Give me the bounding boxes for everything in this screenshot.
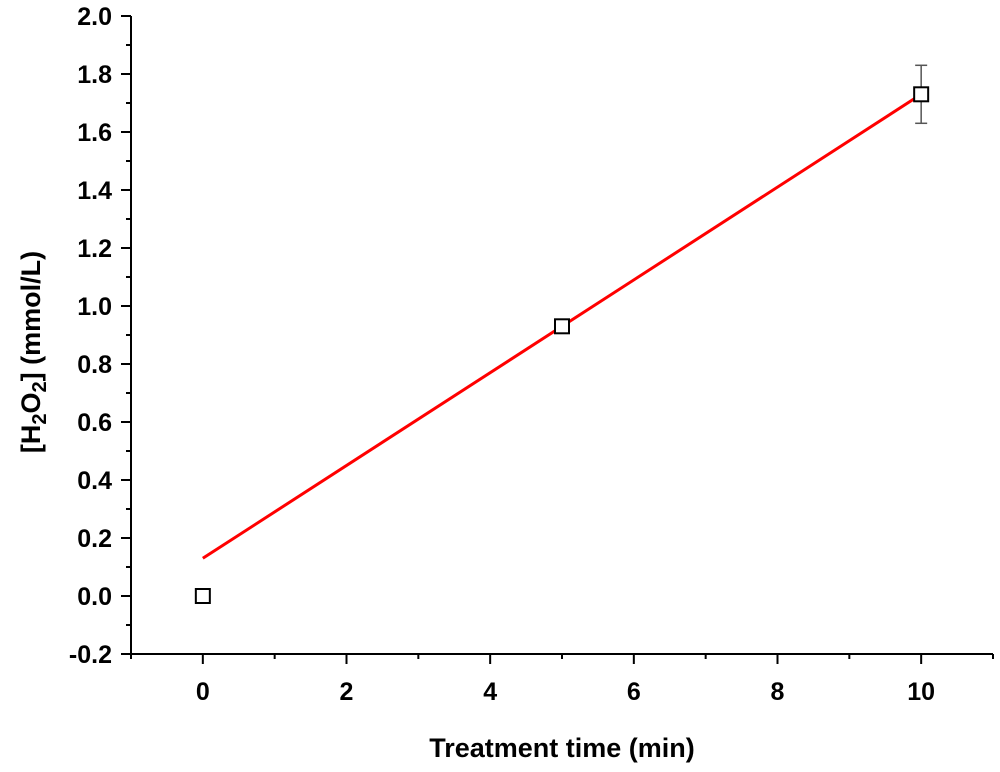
- x-tick-label: 0: [196, 678, 210, 706]
- y-tick-label: 1.0: [77, 293, 112, 321]
- y-tick-label: 0.0: [77, 583, 112, 611]
- y-tick-label: 1.4: [77, 177, 112, 205]
- axes: [130, 16, 993, 655]
- data-point: [554, 318, 570, 335]
- y-tick-label: 1.6: [77, 119, 112, 147]
- x-axis-label: Treatment time (min): [429, 733, 695, 763]
- y-axis-label-sub1: 2: [29, 414, 51, 425]
- y-tick-label: 1.2: [77, 235, 112, 263]
- x-tick-label: 6: [627, 678, 641, 706]
- data-point: [913, 86, 930, 103]
- data-points: [194, 64, 930, 604]
- y-tick-label: 1.8: [77, 61, 112, 89]
- x-tick-label: 10: [907, 678, 935, 706]
- y-axis-label-suffix: ] (mmol/L): [16, 251, 46, 381]
- y-axis-label-sub2: 2: [29, 381, 51, 392]
- y-axis-label: [H2O2] (mmol/L): [16, 251, 51, 453]
- y-axis-label-prefix: [H: [16, 425, 46, 454]
- y-tick-label: 0.8: [77, 351, 112, 379]
- y-tick-label: 0.2: [77, 525, 112, 553]
- y-tick-label: 0.6: [77, 409, 112, 437]
- y-ticks: -0.2 0.0 0.2 0.4 0.6 0.8 1.0 1.2 1.4 1.6 1.8 2.0: [69, 3, 131, 669]
- y-tick-label: 2.0: [77, 3, 112, 31]
- x-ticks: 0 2 4 6 8 10: [130, 654, 994, 706]
- y-axis-label-mid: O: [16, 392, 46, 413]
- y-tick-label: 0.4: [77, 467, 112, 495]
- x-tick-label: 2: [340, 678, 354, 706]
- y-tick-label: -0.2: [69, 641, 112, 669]
- x-tick-label: 8: [771, 678, 785, 706]
- x-tick-label: 4: [483, 678, 497, 706]
- data-point: [194, 588, 211, 604]
